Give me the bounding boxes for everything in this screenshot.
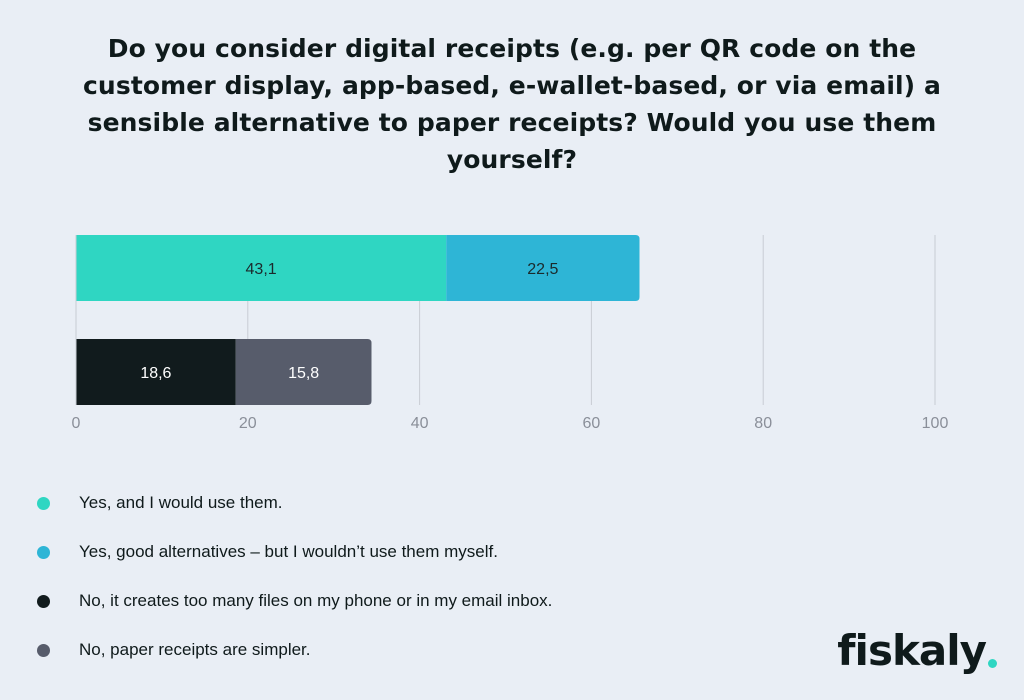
- legend-label-4: No, paper receipts are simpler.: [79, 640, 311, 659]
- legend-label-2: Yes, good alternatives – but I wouldn’t …: [79, 542, 498, 561]
- x-tick-label-40: 40: [411, 415, 429, 432]
- fiskaly-logo: fiskaly: [837, 630, 997, 672]
- legend-swatch-1: [37, 496, 50, 510]
- legend-swatch-2: [37, 545, 50, 559]
- bar-data-label-1-2: 22,5: [527, 261, 558, 278]
- bar-data-label-1-1: 43,1: [246, 261, 277, 278]
- legend-label-3: No, it creates too many files on my phon…: [79, 591, 553, 610]
- legend-swatch-4: [37, 643, 50, 657]
- legend: Yes, and I would use them. Yes, good alte…: [37, 487, 552, 683]
- legend-swatch-3: [37, 594, 50, 608]
- bar-segment-2-3: [76, 339, 236, 405]
- legend-label-1: Yes, and I would use them.: [79, 493, 283, 512]
- x-tick-label-20: 20: [239, 415, 257, 432]
- x-tick-label-80: 80: [754, 415, 772, 432]
- legend-item-1: Yes, and I would use them.: [37, 487, 552, 519]
- x-tick-label-0: 0: [72, 415, 81, 432]
- bar-data-label-2-3: 18,6: [140, 365, 171, 382]
- x-tick-label-100: 100: [922, 415, 949, 432]
- legend-item-3: No, it creates too many files on my phon…: [37, 585, 552, 617]
- logo-wordmark: fiskaly: [837, 626, 987, 675]
- chart-title: Do you consider digital receipts (e.g. p…: [83, 34, 941, 174]
- bar-segment-1-1: [76, 235, 447, 301]
- bar-data-label-2-4: 15,8: [288, 365, 319, 382]
- legend-item-4: No, paper receipts are simpler.: [37, 634, 552, 666]
- bar-segment-2-4: [235, 339, 372, 405]
- bar-segment-1-2: [446, 235, 640, 301]
- logo-dot: [988, 659, 997, 668]
- legend-item-2: Yes, good alternatives – but I wouldn’t …: [37, 536, 552, 568]
- x-tick-label-60: 60: [583, 415, 601, 432]
